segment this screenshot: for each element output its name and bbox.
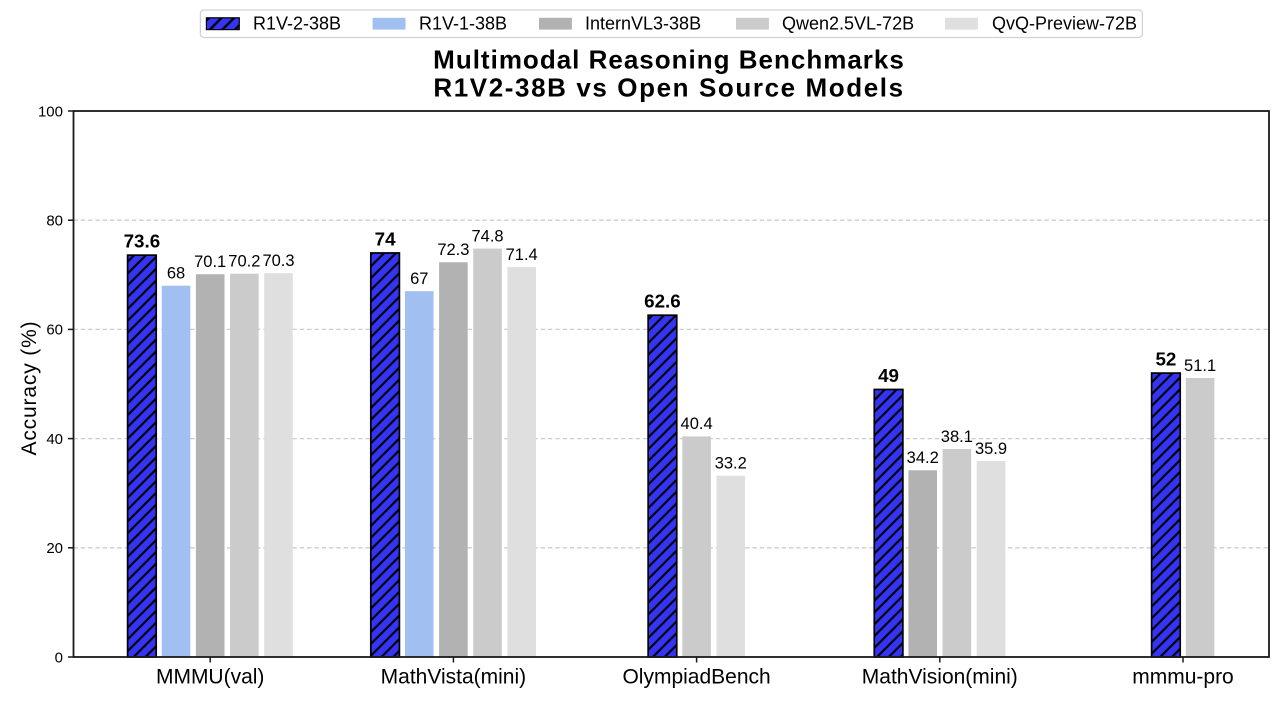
svg-text:60: 60 bbox=[46, 322, 63, 339]
svg-text:74.8: 74.8 bbox=[471, 227, 503, 245]
svg-text:Multimodal Reasoning Benchmark: Multimodal Reasoning Benchmarks bbox=[433, 45, 905, 75]
svg-text:100: 100 bbox=[38, 103, 63, 120]
svg-text:73.6: 73.6 bbox=[124, 231, 161, 252]
svg-text:Accuracy (%): Accuracy (%) bbox=[18, 320, 41, 455]
svg-text:OlympiadBench: OlympiadBench bbox=[622, 666, 770, 689]
svg-text:68: 68 bbox=[167, 265, 185, 283]
svg-text:mmmu-pro: mmmu-pro bbox=[1132, 666, 1234, 689]
svg-text:MMMU(val): MMMU(val) bbox=[156, 666, 264, 689]
svg-text:Qwen2.5VL-72B: Qwen2.5VL-72B bbox=[782, 14, 914, 34]
svg-text:40.4: 40.4 bbox=[681, 415, 713, 433]
svg-text:67: 67 bbox=[410, 270, 428, 288]
svg-text:70.2: 70.2 bbox=[228, 253, 260, 271]
svg-text:R1V2-38B vs Open Source Models: R1V2-38B vs Open Source Models bbox=[433, 73, 904, 103]
svg-text:70.3: 70.3 bbox=[262, 252, 294, 270]
svg-text:49: 49 bbox=[878, 365, 899, 386]
svg-text:MathVista(mini): MathVista(mini) bbox=[381, 666, 526, 689]
svg-text:40: 40 bbox=[46, 431, 63, 448]
svg-text:34.2: 34.2 bbox=[907, 449, 939, 467]
svg-text:51.1: 51.1 bbox=[1184, 357, 1216, 375]
svg-text:71.4: 71.4 bbox=[506, 246, 538, 264]
svg-text:72.3: 72.3 bbox=[437, 241, 469, 259]
svg-text:70.1: 70.1 bbox=[194, 253, 226, 271]
svg-text:InternVL3-38B: InternVL3-38B bbox=[585, 14, 701, 34]
svg-text:QvQ-Preview-72B: QvQ-Preview-72B bbox=[992, 14, 1137, 34]
svg-text:R1V-1-38B: R1V-1-38B bbox=[419, 14, 507, 34]
svg-text:74: 74 bbox=[375, 228, 396, 249]
svg-text:62.6: 62.6 bbox=[644, 291, 681, 312]
svg-text:20: 20 bbox=[46, 540, 63, 557]
svg-text:38.1: 38.1 bbox=[941, 428, 973, 446]
svg-text:MathVision(mini): MathVision(mini) bbox=[862, 666, 1018, 689]
svg-text:35.9: 35.9 bbox=[975, 440, 1007, 458]
svg-text:33.2: 33.2 bbox=[715, 455, 747, 473]
svg-text:R1V-2-38B: R1V-2-38B bbox=[253, 14, 341, 34]
svg-text:80: 80 bbox=[46, 213, 63, 230]
svg-text:52: 52 bbox=[1155, 349, 1176, 370]
svg-text:0: 0 bbox=[55, 649, 63, 666]
